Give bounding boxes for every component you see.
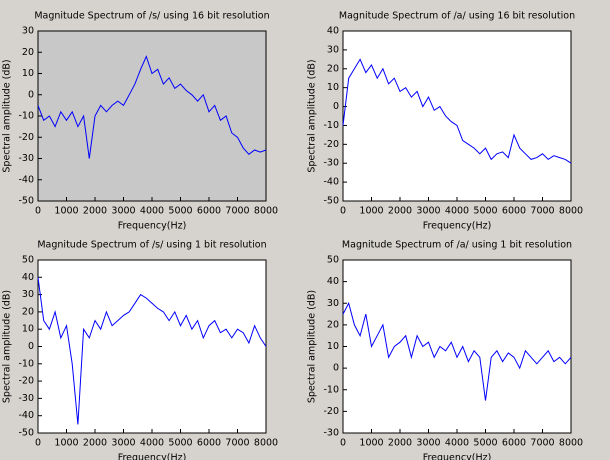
x-tick-label: 6000 [502, 206, 526, 217]
x-tick-label: 6000 [197, 206, 221, 217]
x-tick-label: 3000 [416, 438, 440, 449]
x-tick-label: 2000 [388, 438, 412, 449]
x-tick-label: 7000 [530, 438, 554, 449]
y-tick-label: -10 [323, 120, 339, 131]
y-tick-label: 10 [22, 68, 34, 79]
y-tick-label: -10 [323, 384, 339, 395]
x-tick-label: 6000 [502, 438, 526, 449]
x-tick-label: 6000 [197, 438, 221, 449]
spectrum-line [342, 58, 572, 164]
y-axis-label: Spectral amplitude (dB) [2, 59, 13, 172]
y-tick-label: -40 [323, 177, 339, 188]
x-tick-label: 8000 [559, 206, 583, 217]
y-tick-label: 10 [22, 324, 34, 335]
y-tick-label: 40 [327, 26, 339, 37]
y-tick-label: 40 [22, 272, 34, 283]
x-tick-label: 0 [35, 438, 41, 449]
x-tick-label: 1000 [359, 206, 383, 217]
y-tick-label: 50 [22, 255, 34, 266]
y-tick-label: 0 [28, 89, 34, 100]
spectrum-line [342, 301, 572, 401]
x-axis-label: Frequency(Hz) [118, 453, 187, 460]
x-tick-label: 2000 [83, 206, 107, 217]
x-axis-label: Frequency(Hz) [118, 221, 187, 232]
x-tick-label: 2000 [83, 438, 107, 449]
y-tick-label: 10 [327, 341, 339, 352]
y-tick-label: -30 [18, 153, 34, 164]
x-tick-label: 7000 [530, 206, 554, 217]
y-tick-label: -40 [18, 174, 34, 185]
y-tick-label: 30 [327, 44, 339, 55]
x-tick-label: 0 [340, 438, 346, 449]
x-tick-label: 4000 [445, 206, 469, 217]
y-tick-label: 0 [28, 341, 34, 352]
x-tick-label: 5000 [168, 438, 192, 449]
x-tick-label: 8000 [559, 438, 583, 449]
x-tick-label: 5000 [168, 206, 192, 217]
x-tick-label: 2000 [388, 206, 412, 217]
x-tick-label: 4000 [445, 438, 469, 449]
y-tick-label: 20 [22, 306, 34, 317]
y-tick-label: -20 [323, 406, 339, 417]
y-tick-label: -20 [18, 132, 34, 143]
y-tick-label: -50 [18, 196, 34, 207]
x-tick-label: 7000 [225, 206, 249, 217]
x-tick-label: 3000 [416, 206, 440, 217]
y-tick-label: -30 [18, 393, 34, 404]
chart-title: Magnitude Spectrum of /s/ using 16 bit r… [34, 11, 269, 22]
y-tick-label: 0 [333, 363, 339, 374]
y-tick-label: 30 [22, 26, 34, 37]
y-tick-label: -30 [323, 428, 339, 439]
y-tick-label: 0 [333, 101, 339, 112]
y-axis-label: Spectral amplitude (dB) [307, 290, 318, 403]
y-tick-label: -20 [18, 376, 34, 387]
y-tick-label: 20 [22, 47, 34, 58]
plot-area [342, 30, 572, 202]
plot-area [37, 259, 267, 434]
y-tick-label: -30 [323, 158, 339, 169]
x-tick-label: 4000 [140, 438, 164, 449]
plot-area [342, 259, 572, 434]
x-tick-label: 7000 [225, 438, 249, 449]
y-tick-label: 20 [327, 63, 339, 74]
x-tick-label: 0 [340, 206, 346, 217]
y-tick-label: -20 [323, 139, 339, 150]
y-tick-label: 50 [327, 255, 339, 266]
y-tick-label: 40 [327, 276, 339, 287]
spectrum-line [37, 277, 267, 425]
spectrum-line [37, 55, 267, 159]
chart-title: Magnitude Spectrum of /a/ using 16 bit r… [339, 11, 575, 22]
x-axis-label: Frequency(Hz) [423, 221, 492, 232]
y-tick-label: 30 [327, 298, 339, 309]
chart-title: Magnitude Spectrum of /a/ using 1 bit re… [342, 240, 572, 251]
x-tick-label: 3000 [111, 206, 135, 217]
y-tick-label: 20 [327, 319, 339, 330]
y-tick-label: -10 [18, 358, 34, 369]
y-tick-label: -40 [18, 410, 34, 421]
x-tick-label: 0 [35, 206, 41, 217]
x-tick-label: 8000 [254, 206, 278, 217]
x-tick-label: 1000 [54, 206, 78, 217]
y-tick-label: 10 [327, 82, 339, 93]
plot-area [37, 30, 267, 202]
x-tick-label: 1000 [54, 438, 78, 449]
y-tick-label: 30 [22, 289, 34, 300]
chart-title: Magnitude Spectrum of /s/ using 1 bit re… [37, 240, 266, 251]
x-tick-label: 8000 [254, 438, 278, 449]
y-axis-label: Spectral amplitude (dB) [307, 59, 318, 172]
y-axis-label: Spectral amplitude (dB) [2, 290, 13, 403]
x-tick-label: 4000 [140, 206, 164, 217]
y-tick-label: -50 [323, 196, 339, 207]
x-axis-label: Frequency(Hz) [423, 453, 492, 460]
y-tick-label: -50 [18, 428, 34, 439]
x-tick-label: 5000 [473, 438, 497, 449]
x-tick-label: 3000 [111, 438, 135, 449]
y-tick-label: -10 [18, 111, 34, 122]
x-tick-label: 5000 [473, 206, 497, 217]
x-tick-label: 1000 [359, 438, 383, 449]
